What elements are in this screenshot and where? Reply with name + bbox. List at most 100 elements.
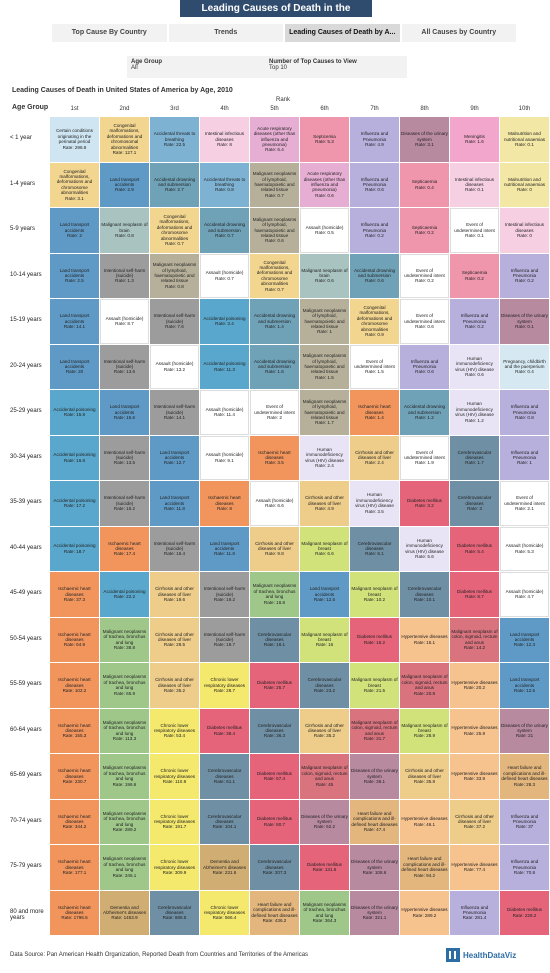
cause-cell[interactable]: Accidental drowning and submersion Rate: …: [200, 208, 249, 253]
cause-cell[interactable]: Intentional self-harm (suicide) Rate: 14.…: [150, 390, 199, 435]
cause-cell[interactable]: Diabetes mellitus Rate: 38.4: [200, 708, 249, 753]
cause-cell[interactable]: Intestinal infectious diseases Rate: 0.1: [450, 162, 499, 207]
cause-cell[interactable]: Septicaemia Rate: 0.2: [450, 253, 499, 298]
cause-cell[interactable]: Cerebrovascular diseases Rate: 61.1: [200, 754, 249, 799]
cause-cell[interactable]: Cirrhosis and other diseases of liver Rat…: [150, 617, 199, 662]
cause-cell[interactable]: Diabetes mellitus Rate: 8.7: [450, 572, 499, 617]
cause-cell[interactable]: Malignant neoplasms of trachea, bronchus…: [100, 663, 149, 708]
cause-cell[interactable]: Diabetes mellitus Rate: 25.7: [250, 663, 299, 708]
cause-cell[interactable]: Malignant neoplasms of trachea, bronchus…: [100, 617, 149, 662]
cause-cell[interactable]: Ischaemic heart diseases Rate: 64.9: [50, 617, 99, 662]
cause-cell[interactable]: Cerebrovascular diseases Rate: 207.3: [250, 845, 299, 890]
cause-cell[interactable]: Influenza and Pneumonia Rate: 0.2: [350, 208, 399, 253]
cause-cell[interactable]: Malignant neoplasm of colon, sigmoid, re…: [450, 617, 499, 662]
cause-cell[interactable]: Malignant neoplasms of lymphoid, haemato…: [300, 390, 349, 435]
cause-cell[interactable]: Accidental poisoning Rate: 22.2: [100, 572, 149, 617]
cause-cell[interactable]: Diseases of the urinary system Rate: 36.1: [350, 754, 399, 799]
cause-cell[interactable]: Cerebrovascular diseases Rate: 36.3: [250, 708, 299, 753]
cause-cell[interactable]: Intentional self-harm (suicide) Rate: 13.…: [100, 435, 149, 480]
tab-top-cause-by-country[interactable]: Top Cause By Country: [52, 24, 167, 42]
cause-cell[interactable]: Malignant neoplasms of lymphoid, haemato…: [300, 344, 349, 389]
cause-cell[interactable]: Cerebrovascular diseases Rate: 104.1: [200, 799, 249, 844]
cause-cell[interactable]: Heart failure and complications and ill-…: [350, 799, 399, 844]
cause-cell[interactable]: Dementia and Alzheimer's diseases Rate: 2…: [200, 845, 249, 890]
cause-cell[interactable]: Ischaemic heart diseases Rate: 155.3: [50, 708, 99, 753]
cause-cell[interactable]: Diabetes mellitus Rate: 228.2: [500, 890, 549, 935]
cause-cell[interactable]: Ischaemic heart diseases Rate: 230.7: [50, 754, 99, 799]
cause-cell[interactable]: Diabetes mellitus Rate: 131.6: [300, 845, 349, 890]
top-causes-filter[interactable]: Number of Top Causes to View Top 10: [269, 59, 357, 71]
tab-all-causes-by-country[interactable]: All Causes by Country: [401, 24, 516, 42]
cause-cell[interactable]: Land transport accidents Rate: 11.8: [200, 526, 249, 571]
age-group-filter[interactable]: Age Group All: [131, 59, 162, 71]
cause-cell[interactable]: Cerebrovascular diseases Rate: 23.2: [300, 663, 349, 708]
cause-cell[interactable]: Influenza and Pneumonia Rate: 0.2: [500, 253, 549, 298]
cause-cell[interactable]: Land transport accidents Rate: 20: [50, 344, 99, 389]
cause-cell[interactable]: Accidental poisoning Rate: 18.7: [50, 526, 99, 571]
cause-cell[interactable]: Ischaemic heart diseases Rate: 37.3: [50, 572, 99, 617]
cause-cell[interactable]: Ischaemic heart diseases Rate: 344.2: [50, 799, 99, 844]
cause-cell[interactable]: Hypertensive diseases Rate: 15.1: [400, 617, 449, 662]
cause-cell[interactable]: Heart failure and complications and ill-…: [400, 845, 449, 890]
cause-cell[interactable]: Chronic lower respiratory diseases Rate: …: [150, 754, 199, 799]
cause-cell[interactable]: Land transport accidents Rate: 2: [50, 208, 99, 253]
cause-cell[interactable]: Ischaemic heart diseases Rate: 1.4: [350, 390, 399, 435]
cause-cell[interactable]: Land transport accidents Rate: 2.5: [50, 253, 99, 298]
cause-cell[interactable]: Congenital malformations, deformations a…: [150, 208, 199, 253]
cause-cell[interactable]: Congenital malformations, deformations a…: [250, 253, 299, 298]
cause-cell[interactable]: Intentional self-harm (suicide) Rate: 16.…: [150, 526, 199, 571]
cause-cell[interactable]: Cerebrovascular diseases Rate: 16.1: [250, 617, 299, 662]
cause-cell[interactable]: Certain conditions originating in the pe…: [50, 117, 99, 162]
cause-cell[interactable]: Cerebrovascular diseases Rate: 1.7: [450, 435, 499, 480]
cause-cell[interactable]: Diseases of the urinary system Rate: 62.2: [300, 799, 349, 844]
cause-cell[interactable]: Accidental poisoning Rate: 11.3: [200, 344, 249, 389]
cause-cell[interactable]: Event of undetermined intent Rate: 1.9: [400, 435, 449, 480]
cause-cell[interactable]: Congenital malformations, deformations a…: [50, 162, 99, 207]
cause-cell[interactable]: Event of undetermined intent Rate: 0.1: [450, 208, 499, 253]
cause-cell[interactable]: Land transport accidents Rate: 12.7: [150, 435, 199, 480]
cause-cell[interactable]: Malignant neoplasms of trachea, bronchus…: [250, 572, 299, 617]
cause-cell[interactable]: Cirrhosis and other diseases of liver Rat…: [150, 572, 199, 617]
cause-cell[interactable]: Congenital malformations, deformations a…: [100, 117, 149, 162]
cause-cell[interactable]: Ischaemic heart diseases Rate: 3.5: [250, 435, 299, 480]
cause-cell[interactable]: Intentional self-harm (suicide) Rate: 15.…: [100, 481, 149, 526]
cause-cell[interactable]: Assault (homicide) Rate: 4.7: [500, 572, 549, 617]
cause-cell[interactable]: Meningitis Rate: 1.6: [450, 117, 499, 162]
cause-cell[interactable]: Chronic lower respiratory diseases Rate: …: [150, 845, 199, 890]
cause-cell[interactable]: Assault (homicide) Rate: 0.7: [200, 253, 249, 298]
cause-cell[interactable]: Land transport accidents Rate: 2.9: [100, 162, 149, 207]
cause-cell[interactable]: Cirrhosis and other diseases of liver Rat…: [400, 754, 449, 799]
cause-cell[interactable]: Malignant neoplasm of breast Rate: 10.2: [350, 572, 399, 617]
cause-cell[interactable]: Event of undetermined intent Rate: 2: [250, 390, 299, 435]
tab-leading-causes-by-age[interactable]: Leading Causes of Death by A...: [285, 24, 400, 42]
cause-cell[interactable]: Malignant neoplasm of colon, sigmoid, re…: [400, 663, 449, 708]
cause-cell[interactable]: Hypertensive diseases Rate: 33.9: [450, 754, 499, 799]
cause-cell[interactable]: Ischaemic heart diseases Rate: 1796.5: [50, 890, 99, 935]
cause-cell[interactable]: Assault (homicide) Rate: 8.7: [100, 299, 149, 344]
cause-cell[interactable]: Accidental poisoning Rate: 16.8: [50, 435, 99, 480]
cause-cell[interactable]: Human immunodeficiency virus (HIV) disea…: [450, 344, 499, 389]
cause-cell[interactable]: Malignant neoplasm of breast Rate: 28.9: [400, 708, 449, 753]
cause-cell[interactable]: Diseases of the urinary system Rate: 321.…: [350, 890, 399, 935]
cause-cell[interactable]: Influenza and Pneumonia Rate: 0.8: [500, 390, 549, 435]
cause-cell[interactable]: Land transport accidents Rate: 12.5: [300, 572, 349, 617]
cause-cell[interactable]: Land transport accidents Rate: 12.3: [500, 617, 549, 662]
cause-cell[interactable]: Septicaemia Rate: 0.4: [400, 162, 449, 207]
cause-cell[interactable]: Diseases of the urinary system Rate: 21: [500, 708, 549, 753]
cause-cell[interactable]: Malignant neoplasms of trachea, bronchus…: [100, 845, 149, 890]
cause-cell[interactable]: Septicaemia Rate: 0.2: [400, 208, 449, 253]
cause-cell[interactable]: Human immunodeficiency virus (HIV) disea…: [400, 526, 449, 571]
cause-cell[interactable]: Dementia and Alzheimer's diseases Rate: 1…: [100, 890, 149, 935]
cause-cell[interactable]: Event of undetermined intent Rate: 0.6: [400, 299, 449, 344]
cause-cell[interactable]: Human immunodeficiency virus (HIV) disea…: [450, 390, 499, 435]
cause-cell[interactable]: Malignant neoplasm of breast Rate: 21.5: [350, 663, 399, 708]
cause-cell[interactable]: Malignant neoplasms of trachea, bronchus…: [300, 890, 349, 935]
cause-cell[interactable]: Diabetes mellitus Rate: 80.7: [250, 799, 299, 844]
cause-cell[interactable]: Influenza and Pneumonia Rate: 0.2: [450, 299, 499, 344]
cause-cell[interactable]: Malignant neoplasms of trachea, bronchus…: [100, 754, 149, 799]
cause-cell[interactable]: Malignant neoplasm of colon, sigmoid, re…: [350, 708, 399, 753]
cause-cell[interactable]: Accidental threats to breathing Rate: 22.…: [150, 117, 199, 162]
cause-cell[interactable]: Diabetes mellitus Rate: 3.2: [400, 481, 449, 526]
cause-cell[interactable]: Hypertensive diseases Rate: 20.2: [450, 663, 499, 708]
cause-cell[interactable]: Cirrhosis and other diseases of liver Rat…: [300, 481, 349, 526]
